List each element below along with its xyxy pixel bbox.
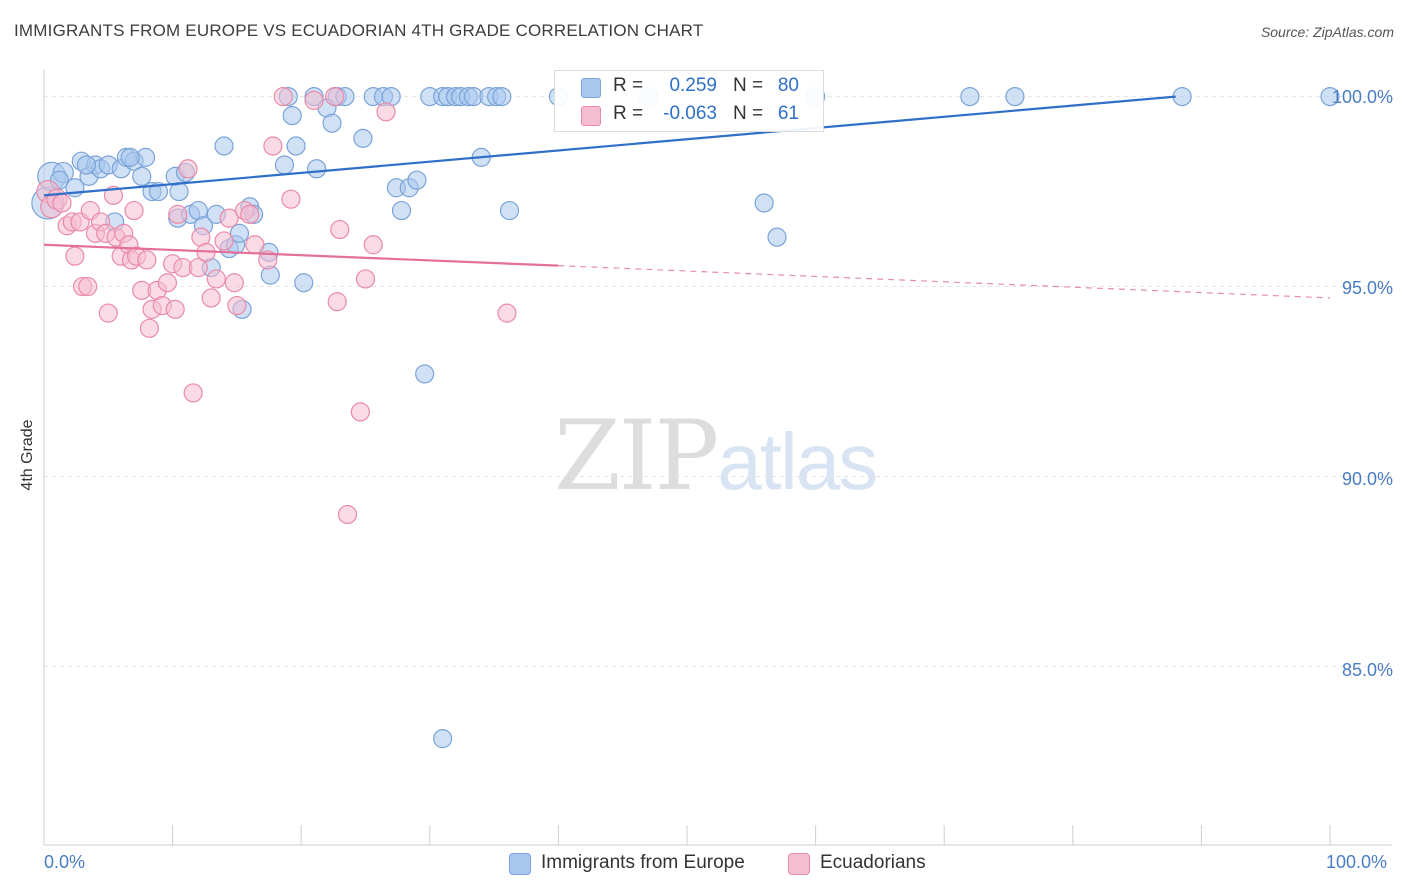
data-point-europe (120, 147, 140, 167)
data-point-ecuadorians (206, 269, 226, 289)
legend-n-label: N = (733, 75, 764, 96)
data-point-europe (960, 86, 980, 107)
data-point-ecuadorians (168, 204, 188, 224)
legend-n-value: 61 (777, 103, 799, 124)
data-point-europe (169, 181, 189, 202)
data-point-europe (492, 86, 512, 107)
bottom-legend-swatch-ecuadorians (788, 853, 810, 875)
y-tick-label-90: 90.0% (1341, 469, 1393, 489)
data-point-ecuadorians (224, 273, 244, 293)
data-point-ecuadorians (376, 102, 396, 122)
data-point-ecuadorians (355, 269, 376, 289)
y-tick-label-100: 100.0% (1331, 87, 1393, 107)
data-point-ecuadorians (245, 235, 265, 255)
data-point-ecuadorians (124, 200, 144, 221)
y-tick-label-95: 95.0% (1341, 278, 1393, 298)
legend-swatch-ecuadorians (581, 106, 601, 126)
data-point-europe (433, 729, 453, 749)
data-point-europe (282, 105, 302, 126)
legend-n-label: N = (733, 103, 764, 124)
data-point-ecuadorians (330, 219, 350, 240)
data-point-ecuadorians (52, 193, 72, 213)
trend-line-europe (43, 95, 1176, 197)
source-note: Source: ZipAtlas.com (1260, 24, 1394, 40)
trend-line-extension-ecuadorians (558, 265, 1331, 299)
legend-r-value: 0.259 (669, 75, 717, 96)
data-point-europe (274, 155, 295, 175)
data-point-europe (286, 136, 306, 156)
data-point-europe (307, 159, 327, 179)
data-point-ecuadorians (219, 208, 239, 228)
data-point-europe (391, 200, 412, 221)
chart-title: IMMIGRANTS FROM EUROPE VS ECUADORIAN 4TH… (14, 21, 704, 40)
data-point-europe (214, 136, 234, 156)
data-point-europe (322, 113, 342, 133)
legend-r-value: -0.063 (663, 103, 717, 124)
data-point-ecuadorians (281, 189, 301, 209)
bottom-legend-label-europe: Immigrants from Europe (541, 852, 745, 873)
data-point-ecuadorians (325, 86, 345, 107)
y-tick-label-85: 85.0% (1341, 660, 1393, 680)
bottom-legend-label-ecuadorians: Ecuadorians (820, 852, 926, 873)
data-point-ecuadorians (78, 276, 98, 297)
watermark: ZIPatlas (554, 400, 878, 512)
data-point-ecuadorians (157, 273, 178, 293)
data-point-europe (229, 223, 250, 243)
data-point-europe (353, 128, 373, 148)
data-point-ecuadorians (304, 90, 324, 110)
data-point-ecuadorians (263, 136, 283, 156)
watermark-zip: ZIP (554, 400, 719, 512)
data-point-europe (76, 155, 97, 175)
data-point-ecuadorians (98, 303, 118, 323)
data-point-europe (1172, 86, 1192, 107)
data-point-ecuadorians (214, 231, 234, 251)
data-point-ecuadorians (139, 318, 160, 338)
data-point-europe (754, 193, 774, 213)
data-point-ecuadorians (165, 299, 185, 319)
data-point-europe (1320, 86, 1340, 107)
data-point-ecuadorians (350, 402, 370, 422)
stats-legend-row-ecuadorians: R = -0.063 N = 61 (555, 101, 823, 129)
x-tick-label-max: 100.0% (1326, 852, 1388, 872)
data-point-europe (294, 273, 314, 293)
bottom-legend-swatch-europe (509, 853, 531, 875)
data-point-ecuadorians (497, 303, 517, 323)
data-point-europe (1005, 86, 1025, 107)
trend-line-ecuadorians (43, 243, 559, 267)
stats-legend-row-europe: R = 0.259 N = 80 (555, 73, 823, 101)
watermark-atlas: atlas (717, 417, 878, 506)
stats-legend: R = 0.259 N = 80 R = -0.063 N = 61 (554, 70, 824, 132)
data-point-ecuadorians (240, 204, 260, 224)
data-point-europe (132, 166, 152, 186)
data-point-ecuadorians (188, 257, 208, 278)
legend-swatch-europe (581, 78, 601, 98)
data-point-ecuadorians (273, 86, 293, 107)
data-point-ecuadorians (183, 383, 203, 403)
data-point-ecuadorians (201, 288, 221, 308)
data-point-ecuadorians (227, 295, 247, 316)
data-point-europe (415, 364, 435, 384)
data-point-ecuadorians (137, 250, 157, 270)
legend-r-label: R = (613, 75, 644, 96)
data-point-ecuadorians (65, 246, 85, 266)
data-point-ecuadorians (103, 185, 124, 205)
data-point-ecuadorians (178, 159, 198, 179)
data-point-ecuadorians (258, 250, 278, 270)
data-point-ecuadorians (337, 504, 358, 525)
data-point-europe (148, 181, 169, 202)
legend-r-label: R = (613, 103, 644, 124)
x-tick-label-min: 0.0% (44, 852, 86, 872)
legend-n-value: 80 (777, 75, 799, 96)
data-point-europe (499, 200, 520, 221)
data-point-ecuadorians (363, 235, 383, 255)
data-point-europe (767, 227, 787, 247)
data-point-ecuadorians (327, 292, 347, 312)
data-point-europe (407, 170, 427, 190)
